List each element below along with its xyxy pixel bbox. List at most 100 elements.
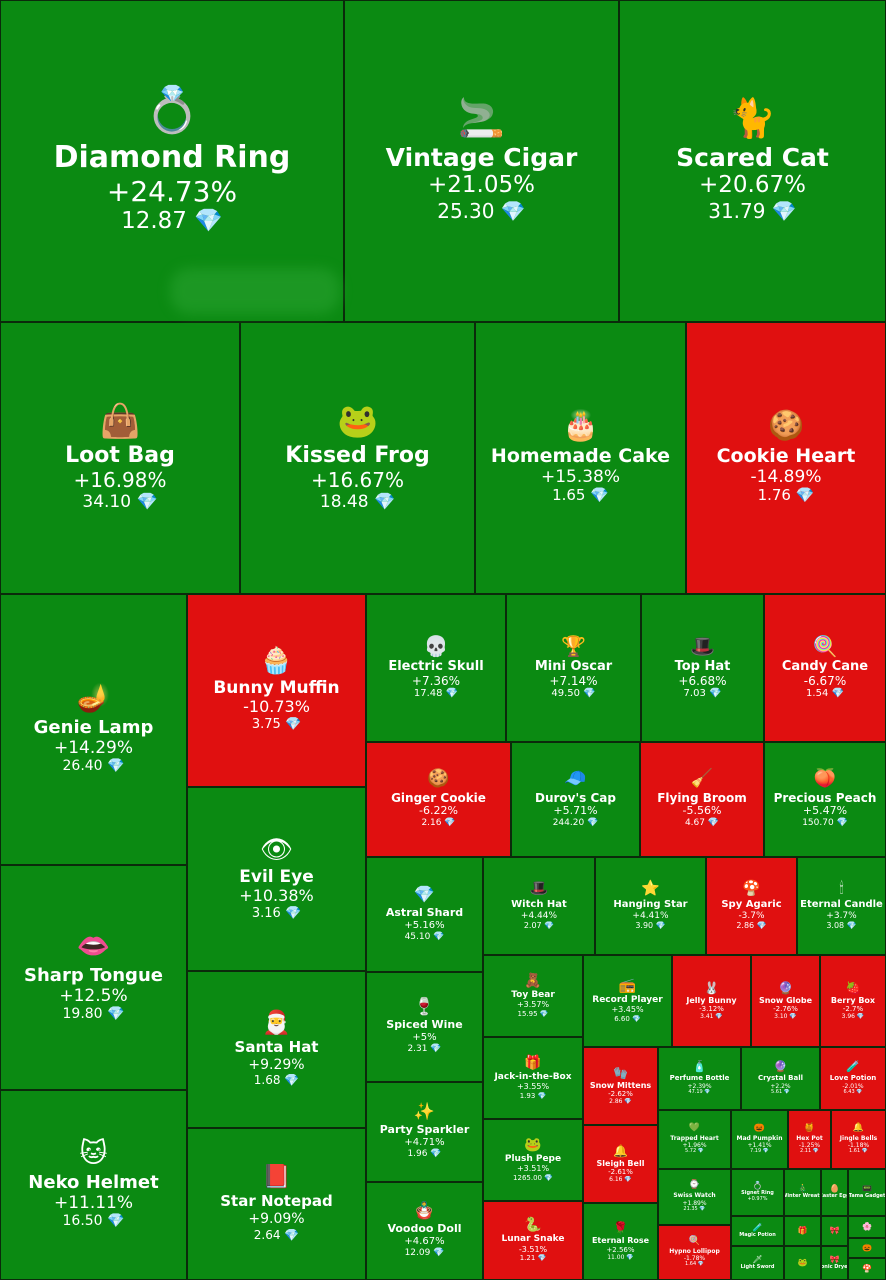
treemap-tile[interactable]: 🪔 Genie Lamp +14.29% 26.40 💎 <box>0 594 187 865</box>
treemap-tile[interactable]: 🎅 Santa Hat +9.29% 1.68 💎 <box>187 971 366 1128</box>
treemap-tile[interactable]: 🐸 Plush Pepe +3.51% 1265.00 💎 <box>483 1119 583 1201</box>
treemap-tile[interactable]: 🐰 Jelly Bunny -3.12% 3.41 💎 <box>672 955 751 1047</box>
treemap-tile[interactable]: 🎄Winter Wreath <box>784 1169 821 1216</box>
treemap-tile[interactable]: 👄 Sharp Tongue +12.5% 19.80 💎 <box>0 865 187 1090</box>
item-icon: 🍑 <box>813 768 837 790</box>
item-price-value: 3.10 <box>774 1013 788 1021</box>
item-price-value: 26.40 <box>62 757 103 774</box>
treemap-tile[interactable]: ⌚ Swiss Watch +1.89% 21.35 💎 <box>658 1169 731 1225</box>
item-change: -1.18% <box>847 1142 870 1150</box>
treemap-tile[interactable]: 🍑 Precious Peach +5.47% 150.70 💎 <box>764 742 886 857</box>
treemap-tile[interactable]: 💍 Signet Ring +0.97% <box>731 1169 784 1216</box>
treemap-tile[interactable]: 🔔 Sleigh Bell -2.61% 6.16 💎 <box>583 1125 658 1203</box>
item-icon: 🐰 <box>704 980 719 995</box>
treemap-tile[interactable]: 🧴 Perfume Bottle +2.39% 47.19 💎 <box>658 1047 741 1110</box>
treemap-tile[interactable]: 📟 Tama Gadget <box>848 1169 886 1216</box>
item-price: 7.19 💎 <box>750 1148 769 1155</box>
item-price-value: 47.19 <box>688 1088 703 1095</box>
treemap-tile[interactable]: 📻 Record Player +3.45% 6.60 💎 <box>583 955 672 1047</box>
treemap-tile[interactable]: ⭐ Hanging Star +4.41% 3.90 💎 <box>595 857 706 955</box>
treemap-tile[interactable]: 🚬 Vintage Cigar +21.05% 25.30 💎 <box>344 0 619 322</box>
treemap-tile[interactable]: 🐱 Neko Helmet +11.11% 16.50 💎 <box>0 1090 187 1280</box>
treemap-tile[interactable]: 🎩 Top Hat +6.68% 7.03 💎 <box>641 594 764 742</box>
treemap-tile[interactable]: 🎁 <box>784 1216 821 1246</box>
treemap-tile[interactable]: 🪆 Voodoo Doll +4.67% 12.09 💎 <box>366 1182 483 1280</box>
treemap-tile[interactable]: 🐸 Kissed Frog +16.67% 18.48 💎 <box>240 322 475 594</box>
item-name: Candy Cane <box>781 658 869 674</box>
treemap-tile[interactable]: 🎃 <box>848 1238 886 1258</box>
treemap-tile[interactable]: 🔮 Crystal Ball +2.2% 5.61 💎 <box>741 1047 820 1110</box>
diamond-icon: 💎 <box>441 818 456 829</box>
treemap-tile[interactable]: 👁 Evil Eye +10.38% 3.16 💎 <box>187 787 366 971</box>
item-price: 3.41 💎 <box>700 1013 723 1020</box>
treemap-tile[interactable]: 🎃 Mad Pumpkin +1.41% 7.19 💎 <box>731 1110 788 1169</box>
item-change: +2.39% <box>687 1082 712 1090</box>
treemap-tile[interactable]: 🌹 Eternal Rose +2.56% 11.00 💎 <box>583 1203 658 1280</box>
treemap-tile[interactable]: 🗡 Light Sword <box>731 1246 784 1280</box>
treemap-tile[interactable]: 🍄 <box>848 1258 886 1280</box>
item-price-value: 1.68 <box>253 1073 281 1088</box>
treemap-tile[interactable]: 🧤 Snow Mittens -2.62% 2.86 💎 <box>583 1047 658 1125</box>
treemap-tile[interactable]: 👜 Loot Bag +16.98% 34.10 💎 <box>0 322 240 594</box>
item-price-value: 25.30 <box>437 198 495 223</box>
item-change: +1.96% <box>682 1142 707 1150</box>
treemap-tile[interactable]: ✨ Party Sparkler +4.71% 1.96 💎 <box>366 1082 483 1182</box>
treemap-tile[interactable]: 💍 Diamond Ring +24.73% 12.87 💎 <box>0 0 344 322</box>
item-change: +20.67% <box>699 172 806 199</box>
item-name: Diamond Ring <box>53 139 291 175</box>
item-icon: 🎂 <box>562 407 599 442</box>
treemap-tile[interactable]: 💚 Trapped Heart +1.96% 5.72 💎 <box>658 1110 731 1169</box>
treemap-tile[interactable]: 🐸 <box>784 1246 821 1280</box>
treemap-tile[interactable]: 🕯 Eternal Candle +3.7% 3.08 💎 <box>797 857 886 955</box>
treemap-tile[interactable]: 🔮 Snow Globe -2.76% 3.10 💎 <box>751 955 820 1047</box>
item-change: +3.45% <box>611 1005 644 1015</box>
diamond-icon: 💎 <box>844 921 857 931</box>
treemap-tile[interactable]: 🍪 Cookie Heart -14.89% 1.76 💎 <box>686 322 886 594</box>
treemap-tile[interactable]: 🍯 Hex Pot -1.25% 2.11 💎 <box>788 1110 831 1169</box>
treemap-tile[interactable]: 🧢 Durov's Cap +5.71% 244.20 💎 <box>511 742 640 857</box>
treemap-tile[interactable]: 💀 Electric Skull +7.36% 17.48 💎 <box>366 594 506 742</box>
treemap-tile[interactable]: 🧁 Bunny Muffin -10.73% 3.75 💎 <box>187 594 366 787</box>
treemap-tile[interactable]: 🍭 Hypno Lollipop -1.78% 1.64 💎 <box>658 1225 731 1280</box>
treemap-tile[interactable]: 🎀 <box>821 1216 848 1246</box>
item-price-value: 1265.00 <box>513 1173 542 1182</box>
item-name: Magic Potion <box>739 1231 776 1238</box>
treemap-tile[interactable]: 🔔 Jingle Bells -1.18% 1.61 💎 <box>831 1110 886 1169</box>
treemap-tile[interactable]: 🎀Ionic Dryer <box>821 1246 848 1280</box>
item-change: +4.41% <box>632 910 669 921</box>
item-name: Swiss Watch <box>673 1192 716 1200</box>
item-price-value: 1.64 <box>685 1261 697 1268</box>
item-price: 1.96 💎 <box>407 1149 441 1160</box>
treemap-tile[interactable]: 📕 Star Notepad +9.09% 2.64 💎 <box>187 1128 366 1280</box>
diamond-icon: 💎 <box>854 1088 863 1095</box>
treemap-tile[interactable]: 🌸 <box>848 1216 886 1238</box>
item-icon: 🐸 <box>524 1136 542 1153</box>
treemap-tile[interactable]: 🎂 Homemade Cake +15.38% 1.65 💎 <box>475 322 686 594</box>
item-change: -1.78% <box>683 1255 706 1263</box>
item-price-value: 1.76 <box>757 486 791 505</box>
treemap-tile[interactable]: 🍭 Candy Cane -6.67% 1.54 💎 <box>764 594 886 742</box>
item-price: 2.11 💎 <box>800 1148 819 1155</box>
diamond-icon: 💎 <box>860 1148 868 1155</box>
treemap-tile[interactable]: 🍷 Spiced Wine +5% 2.31 💎 <box>366 972 483 1082</box>
item-price: 3.08 💎 <box>826 921 856 930</box>
item-icon: 🗡 <box>752 1254 763 1264</box>
treemap-tile[interactable]: 🥚Easter Egg <box>821 1169 848 1216</box>
treemap-tile[interactable]: 🐈 Scared Cat +20.67% 31.79 💎 <box>619 0 886 322</box>
treemap-tile[interactable]: 🧹 Flying Broom -5.56% 4.67 💎 <box>640 742 764 857</box>
item-change: +9.29% <box>248 1056 305 1073</box>
item-name: Eternal Candle <box>800 899 883 911</box>
item-change: +11.11% <box>53 1193 134 1214</box>
treemap-tile[interactable]: 🍓 Berry Box -2.7% 3.96 💎 <box>820 955 886 1047</box>
treemap-tile[interactable]: 🧪 Magic Potion <box>731 1216 784 1246</box>
treemap-tile[interactable]: 🧸 Toy Bear +3.57% 15.95 💎 <box>483 955 583 1037</box>
treemap-tile[interactable]: 🍪 Ginger Cookie -6.22% 2.16 💎 <box>366 742 511 857</box>
treemap-tile[interactable]: 🐍 Lunar Snake -3.51% 1.21 💎 <box>483 1201 583 1280</box>
treemap-tile[interactable]: 🎩 Witch Hat +4.44% 2.07 💎 <box>483 857 595 955</box>
treemap-tile[interactable]: 🧪 Love Potion -2.01% 6.43 💎 <box>820 1047 886 1110</box>
treemap-tile[interactable]: 🎁 Jack-in-the-Box +3.55% 1.93 💎 <box>483 1037 583 1119</box>
item-name: Party Sparkler <box>379 1123 470 1137</box>
treemap-tile[interactable]: 💎 Astral Shard +5.16% 45.10 💎 <box>366 857 483 972</box>
treemap-tile[interactable]: 🏆 Mini Oscar +7.14% 49.50 💎 <box>506 594 641 742</box>
treemap-tile[interactable]: 🍄 Spy Agaric -3.7% 2.86 💎 <box>706 857 797 955</box>
